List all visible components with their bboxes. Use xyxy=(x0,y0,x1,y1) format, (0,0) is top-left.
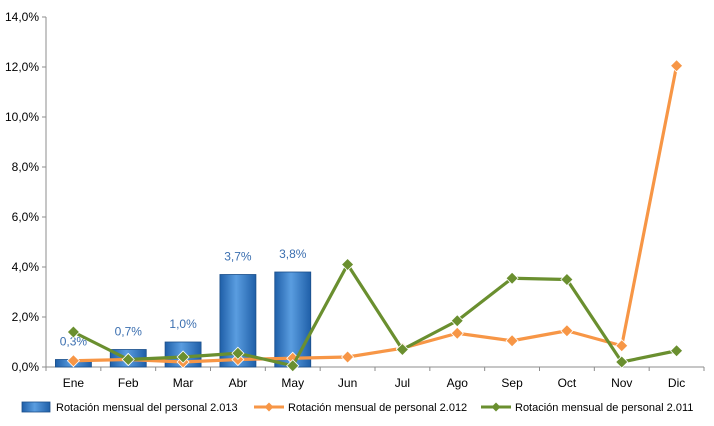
series-point xyxy=(505,271,519,285)
series-point xyxy=(670,344,684,358)
data-label: 0,7% xyxy=(115,325,143,339)
legend-label: Rotación mensual de personal 2.011 xyxy=(515,402,693,414)
x-tick-label: May xyxy=(281,376,304,390)
series-point xyxy=(66,325,80,339)
y-tick-label: 6,0% xyxy=(12,210,40,224)
legend-label: Rotación mensual del personal 2.013 xyxy=(56,402,238,414)
data-label: 3,7% xyxy=(224,250,252,264)
series-line xyxy=(72,262,677,368)
series-point xyxy=(615,355,629,369)
x-tick-label: Jun xyxy=(338,376,357,390)
data-label: 0,3% xyxy=(60,335,88,349)
y-tick-label: 0,0% xyxy=(12,360,40,374)
legend-key-marker xyxy=(491,402,501,412)
series-point xyxy=(341,257,355,272)
x-tick-label: Ago xyxy=(447,376,469,390)
x-tick-label: Nov xyxy=(611,376,632,390)
x-tick-label: Ene xyxy=(63,376,85,390)
data-label: 3,8% xyxy=(279,247,307,261)
legend-key-marker xyxy=(264,402,274,412)
y-tick-label: 8,0% xyxy=(12,160,40,174)
legend-label: Rotación mensual de personal 2.012 xyxy=(288,402,467,414)
series-point xyxy=(395,342,409,357)
x-tick-label: Sep xyxy=(501,376,523,390)
series-point xyxy=(560,324,574,338)
series-point xyxy=(176,350,190,364)
series-line xyxy=(73,65,679,364)
data-label: 1,0% xyxy=(169,317,197,331)
y-tick-label: 14,0% xyxy=(5,10,39,24)
y-tick-label: 4,0% xyxy=(12,260,40,274)
series-point xyxy=(450,326,464,340)
series-point xyxy=(505,334,519,348)
x-tick-label: Abr xyxy=(229,376,248,390)
x-tick-label: Jul xyxy=(395,376,410,390)
bar xyxy=(274,271,312,368)
x-tick-label: Mar xyxy=(173,376,194,390)
x-tick-label: Oct xyxy=(558,376,577,390)
y-tick-label: 10,0% xyxy=(5,110,39,124)
legend-key xyxy=(21,401,51,413)
series-point xyxy=(341,350,355,364)
x-tick-label: Dic xyxy=(668,376,685,390)
y-tick-label: 2,0% xyxy=(12,310,40,324)
series-point xyxy=(66,354,80,368)
series-point xyxy=(450,314,464,328)
series-point xyxy=(560,272,574,287)
series-point xyxy=(615,339,629,353)
series-point xyxy=(670,59,684,73)
x-tick-label: Feb xyxy=(118,376,139,390)
y-tick-label: 12,0% xyxy=(5,60,39,74)
series-point xyxy=(286,359,300,373)
series-point xyxy=(231,346,245,360)
series-point xyxy=(121,352,135,367)
